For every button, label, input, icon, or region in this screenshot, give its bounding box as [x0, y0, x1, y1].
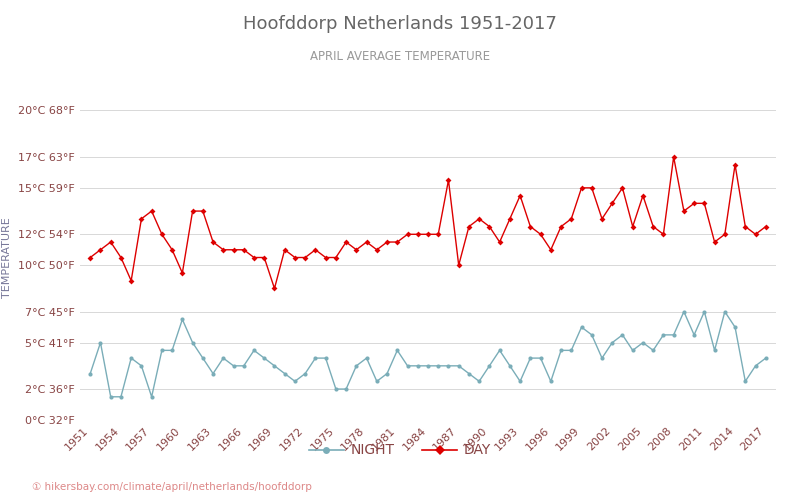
DAY: [137, 216, 146, 222]
DAY: [607, 200, 617, 206]
DAY: [669, 154, 678, 160]
DAY: [402, 232, 412, 237]
NIGHT: [86, 370, 95, 376]
DAY: [761, 224, 770, 230]
Legend: NIGHT, DAY: NIGHT, DAY: [303, 438, 497, 463]
Text: APRIL AVERAGE TEMPERATURE: APRIL AVERAGE TEMPERATURE: [310, 50, 490, 63]
DAY: [86, 254, 95, 260]
Y-axis label: TEMPERATURE: TEMPERATURE: [2, 217, 12, 298]
Line: NIGHT: NIGHT: [88, 310, 768, 399]
DAY: [167, 247, 177, 253]
NIGHT: [178, 316, 187, 322]
DAY: [372, 247, 382, 253]
Text: ① hikersbay.com/climate/april/netherlands/hoofddorp: ① hikersbay.com/climate/april/netherland…: [32, 482, 312, 492]
NIGHT: [607, 340, 617, 345]
Line: DAY: DAY: [88, 155, 768, 290]
DAY: [720, 232, 730, 237]
Text: Hoofddorp Netherlands 1951-2017: Hoofddorp Netherlands 1951-2017: [243, 15, 557, 33]
NIGHT: [761, 355, 770, 361]
NIGHT: [147, 394, 157, 400]
NIGHT: [679, 308, 689, 314]
NIGHT: [372, 378, 382, 384]
NIGHT: [106, 394, 115, 400]
NIGHT: [402, 363, 412, 369]
NIGHT: [720, 308, 730, 314]
DAY: [270, 286, 279, 292]
